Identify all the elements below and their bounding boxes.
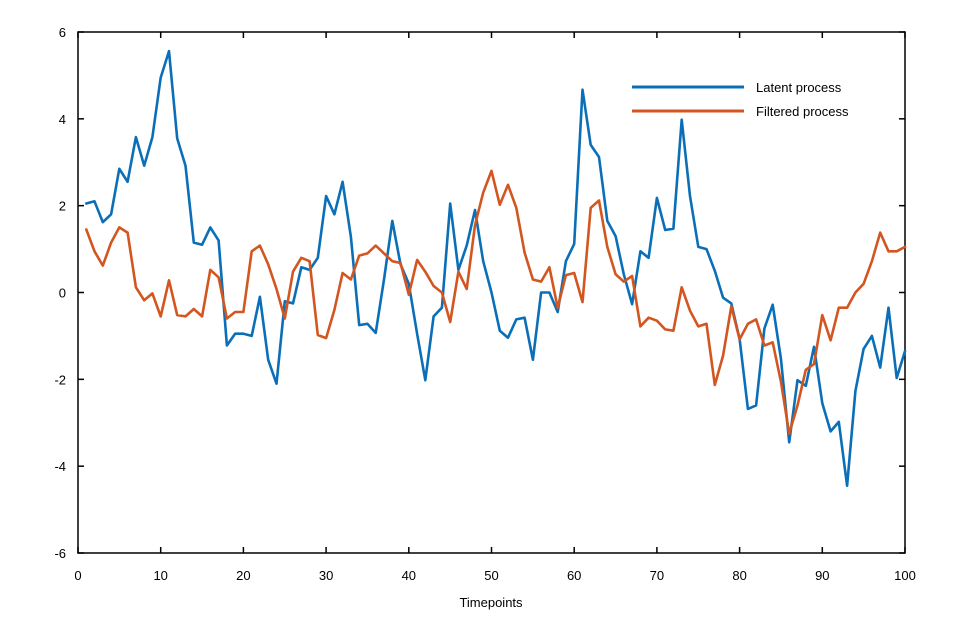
axes: 0 10 20 30 40 50 60 70 80 90 100 -6 -4 -2 0 2 4 6	[54, 25, 915, 583]
y-tick-label: 0	[59, 286, 66, 301]
series-lines	[85, 49, 907, 488]
x-tick-label: 30	[319, 568, 333, 583]
x-axis-label: Timepoints	[459, 595, 523, 610]
y-tick-label: -2	[54, 372, 66, 387]
y-tick-label: -6	[54, 546, 66, 561]
x-tick-label: 80	[732, 568, 746, 583]
series-line-filtered-process	[85, 169, 907, 435]
x-tick-label: 40	[402, 568, 416, 583]
legend: Latent process Filtered process	[632, 80, 849, 119]
x-tick-label: 60	[567, 568, 581, 583]
legend-label-latent-process: Latent process	[756, 80, 842, 95]
x-tick-label: 0	[74, 568, 81, 583]
legend-label-filtered-process: Filtered process	[756, 104, 849, 119]
y-tick-label: 4	[59, 112, 66, 127]
x-tick-label: 70	[650, 568, 664, 583]
y-tick-label: -4	[54, 459, 66, 474]
x-tick-label: 50	[484, 568, 498, 583]
x-tick-label: 10	[153, 568, 167, 583]
y-tick-label: 2	[59, 199, 66, 214]
x-tick-label: 100	[894, 568, 916, 583]
x-tick-label: 20	[236, 568, 250, 583]
x-tick-label: 90	[815, 568, 829, 583]
y-tick-label: 6	[59, 25, 66, 40]
